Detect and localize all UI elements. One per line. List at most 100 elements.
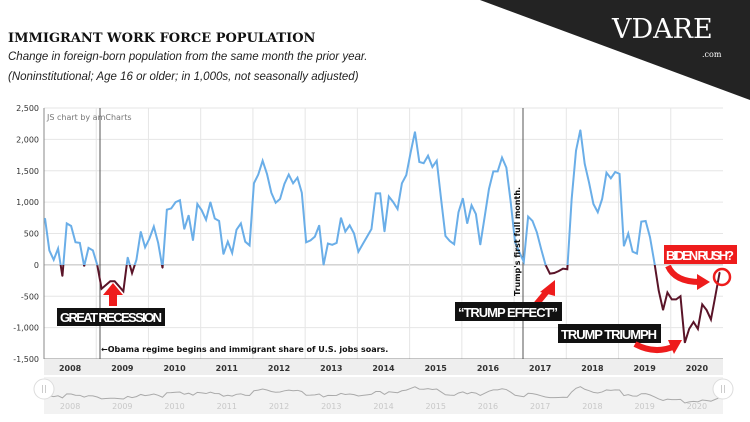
x-tick-label: 2018 — [581, 364, 604, 373]
logo-suffix: .com — [702, 50, 722, 59]
y-tick-label: 2,000 — [16, 135, 39, 144]
data-point — [66, 222, 68, 225]
data-point — [349, 224, 351, 226]
data-point — [666, 291, 669, 294]
data-point — [588, 182, 590, 184]
data-point — [314, 236, 316, 238]
data-point — [375, 192, 377, 194]
data-point — [362, 243, 364, 245]
data-point — [83, 265, 85, 267]
scrollbar-year-label: 2018 — [582, 402, 602, 411]
data-point — [470, 204, 473, 206]
chart-note: (Noninstitutional; Age 16 or older; in 1… — [8, 71, 359, 83]
x-tick-label: 2014 — [372, 364, 395, 373]
data-point — [631, 251, 634, 253]
data-point — [227, 241, 229, 243]
data-point — [531, 220, 534, 222]
data-point — [296, 177, 299, 179]
data-point — [436, 160, 438, 162]
data-point — [592, 203, 595, 205]
data-point — [166, 209, 168, 211]
scrollbar-right-grip[interactable] — [712, 378, 734, 400]
data-point — [331, 244, 333, 246]
data-point — [719, 271, 721, 274]
data-point — [497, 170, 499, 172]
data-point — [457, 211, 460, 213]
data-point — [579, 129, 581, 131]
data-point — [671, 298, 673, 300]
data-point — [174, 201, 177, 203]
data-point — [431, 166, 433, 168]
data-point — [244, 241, 246, 243]
x-axis: 2008 2009 2010 2011 2012 2013 2014 2015 2016 2017… — [59, 364, 708, 373]
data-point — [283, 183, 285, 185]
y-tick-label: 1,500 — [16, 167, 39, 176]
scrollbar-year-label: 2012 — [269, 402, 289, 411]
data-point — [87, 247, 90, 249]
trump-line-annotation: Trump's first full month. — [513, 187, 522, 296]
data-point — [618, 173, 621, 175]
x-tick-label: 2011 — [216, 364, 239, 373]
data-point — [392, 201, 394, 203]
data-point — [109, 280, 111, 282]
data-point — [540, 248, 542, 250]
data-point — [170, 207, 172, 209]
scrollbar-year-label: 2016 — [478, 402, 498, 411]
data-point — [523, 261, 525, 263]
data-point — [388, 195, 390, 198]
y-tick-label: 500 — [24, 230, 39, 239]
data-point — [414, 131, 416, 133]
grip-icon — [42, 385, 46, 393]
data-point — [74, 241, 77, 243]
great-recession-label-bg — [57, 308, 165, 326]
data-point — [196, 203, 198, 205]
trump-triumph-arrow — [633, 341, 677, 353]
data-point — [566, 268, 568, 270]
data-point — [279, 198, 281, 200]
data-point — [714, 295, 716, 297]
trump-triumph-label-bg — [558, 324, 661, 343]
data-point — [501, 156, 503, 159]
trump-effect-label-bg — [455, 302, 562, 321]
data-point — [410, 151, 412, 154]
grip-icon — [721, 385, 725, 393]
data-point — [601, 198, 603, 200]
scrollbar-year-label: 2014 — [373, 402, 393, 411]
data-point — [105, 284, 107, 286]
data-point — [383, 231, 386, 233]
data-point — [309, 239, 312, 242]
data-point — [427, 155, 429, 157]
data-point — [697, 328, 699, 330]
data-point — [92, 249, 94, 252]
data-point — [475, 213, 477, 215]
data-point — [340, 217, 342, 219]
x-tick-label: 2012 — [268, 364, 290, 373]
data-point — [214, 217, 216, 220]
trump-triumph-arrowhead — [668, 340, 682, 354]
data-point — [127, 256, 129, 258]
data-point — [527, 215, 529, 218]
scrollbar-left-grip[interactable] — [33, 378, 55, 400]
biden-rush-arrowhead — [697, 274, 710, 290]
data-point — [710, 318, 712, 321]
data-point — [627, 232, 629, 235]
data-point — [549, 273, 551, 275]
data-point — [705, 309, 708, 311]
data-point — [122, 290, 124, 292]
data-point — [292, 182, 294, 184]
data-point — [336, 242, 338, 244]
data-point — [558, 270, 560, 272]
data-point — [640, 220, 642, 223]
data-point — [148, 237, 151, 240]
y-tick-label: 0 — [34, 261, 39, 270]
data-point — [205, 219, 207, 221]
data-point — [449, 240, 451, 242]
data-point — [484, 216, 486, 218]
x-tick-label: 2015 — [425, 364, 448, 373]
data-point — [675, 298, 677, 300]
data-point — [536, 231, 538, 233]
data-point — [396, 208, 399, 210]
data-point — [692, 321, 695, 323]
scrollbar-year-label: 2019 — [634, 402, 654, 411]
